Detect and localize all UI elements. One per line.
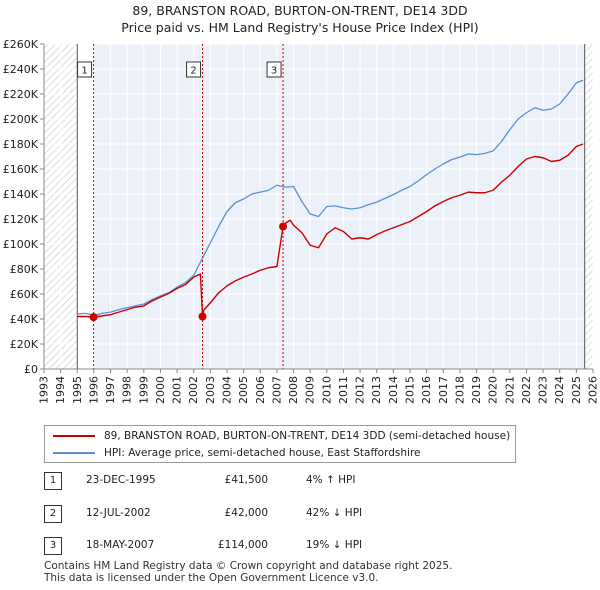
x-tick-label: 1998 [121, 376, 134, 404]
x-tick-label: 1993 [38, 376, 51, 404]
x-tick-label: 2022 [520, 376, 533, 404]
sale-point [279, 222, 288, 231]
sale-point [89, 313, 98, 322]
sale-marker-box [77, 61, 93, 78]
x-tick-label: 2024 [553, 376, 566, 404]
x-tick-label: 2000 [154, 376, 167, 404]
x-tick-label: 2018 [453, 376, 466, 404]
x-tick-label: 2008 [287, 376, 300, 404]
legend-label-hpi: HPI: Average price, semi-detached house,… [104, 447, 421, 459]
y-tick-label: £100K [3, 238, 39, 251]
sale-hpi-diff: 4% ↑ HPI [306, 474, 356, 486]
x-tick-label: 2011 [337, 376, 350, 404]
sale-marker-label: 2 [190, 66, 196, 77]
y-tick-label: £80K [10, 263, 39, 276]
y-tick-label: £200K [3, 113, 39, 126]
sale-marker: 3 [44, 537, 62, 555]
x-tick-label: 2001 [171, 376, 184, 404]
sale-hpi-diff: 42% ↓ HPI [306, 507, 363, 519]
x-tick-label: 2004 [221, 376, 234, 404]
sale-date: 12-JUL-2002 [86, 507, 151, 519]
x-tick-label: 2012 [354, 376, 367, 404]
sale-marker: 1 [44, 472, 62, 490]
x-tick-label: 2009 [304, 376, 317, 404]
footer-copyright: Contains HM Land Registry data © Crown c… [44, 560, 453, 572]
property-price-line [77, 143, 584, 318]
price-chart: 1 2 3 £0 £20K £40K £60K £80K £100K £120K £140K £16… [3, 38, 600, 404]
x-tick-label: 2007 [270, 376, 283, 404]
x-tick-label: 2005 [237, 376, 250, 404]
y-tick-label: £180K [3, 138, 39, 151]
sale-date: 23-DEC-1995 [86, 474, 156, 486]
x-tick-label: 2016 [420, 376, 433, 404]
legend-item-property: 89, BRANSTON ROAD, BURTON-ON-TRENT, DE14… [45, 428, 510, 444]
y-tick-label: £160K [3, 163, 39, 176]
x-tick-label: 1999 [137, 376, 150, 404]
sale-point [198, 312, 207, 321]
x-tick-label: 2006 [254, 376, 267, 404]
legend-label-property: 89, BRANSTON ROAD, BURTON-ON-TRENT, DE14… [104, 430, 511, 442]
sale-marker-box [266, 61, 282, 78]
chart-title-line1: 89, BRANSTON ROAD, BURTON-ON-TRENT, DE14… [132, 3, 468, 18]
x-tick-label: 2013 [370, 376, 383, 404]
legend-item-hpi: HPI: Average price, semi-detached house,… [45, 445, 421, 461]
x-tick-label: 2003 [204, 376, 217, 404]
y-tick-label: £220K [3, 88, 39, 101]
sale-row: 3 18-MAY-2007 £114,000 19% ↓ HPI [44, 537, 404, 557]
sale-row: 1 23-DEC-1995 £41,500 4% ↑ HPI [44, 472, 404, 492]
footer-licence: This data is licensed under the Open Gov… [44, 571, 379, 584]
legend-swatch-property [53, 435, 95, 437]
x-tick-label: 2002 [187, 376, 200, 404]
chart-title-line2: Price paid vs. HM Land Registry's House … [121, 20, 479, 35]
y-tick-label: £60K [10, 288, 39, 301]
legend-swatch-hpi [53, 452, 95, 454]
y-tick-label: £0 [24, 363, 38, 376]
legend: 89, BRANSTON ROAD, BURTON-ON-TRENT, DE14… [44, 425, 516, 463]
x-tick-label: 1994 [54, 376, 67, 404]
x-tick-label: 2025 [570, 376, 583, 404]
y-tick-label: £260K [3, 38, 39, 51]
sale-date: 18-MAY-2007 [86, 539, 155, 551]
x-tick-label: 2021 [503, 376, 516, 404]
y-tick-label: £40K [10, 313, 39, 326]
sale-marker: 2 [44, 505, 62, 523]
y-tick-label: £140K [3, 188, 39, 201]
x-tick-label: 2019 [470, 376, 483, 404]
x-tick-label: 2020 [487, 376, 500, 404]
x-tick-label: 1997 [104, 376, 117, 404]
x-tick-label: 2026 [587, 376, 600, 404]
sale-marker-label: 1 [81, 66, 87, 77]
sale-price: £41,500 [224, 474, 268, 486]
y-tick-label: £120K [3, 213, 39, 226]
x-tick-label: 2015 [404, 376, 417, 404]
sale-marker-box [186, 61, 202, 78]
sale-marker-label: 3 [271, 66, 277, 77]
x-tick-label: 1995 [71, 376, 84, 404]
sale-row: 2 12-JUL-2002 £42,000 42% ↓ HPI [44, 505, 404, 525]
ownership-band [202, 44, 284, 369]
x-tick-label: 2023 [537, 376, 550, 404]
hatch-after-data [584, 44, 593, 369]
x-tick-label: 1996 [87, 376, 100, 404]
hpi-line [77, 79, 584, 316]
ownership-band [93, 44, 203, 369]
x-tick-label: 2017 [437, 376, 450, 404]
footer: Contains HM Land Registry data © Crown c… [44, 560, 453, 584]
sale-hpi-diff: 19% ↓ HPI [306, 539, 363, 551]
y-tick-label: £20K [10, 338, 39, 351]
x-tick-label: 2014 [387, 376, 400, 404]
sale-price: £42,000 [224, 507, 268, 519]
x-tick-label: 2010 [320, 376, 333, 404]
y-tick-label: £240K [3, 63, 39, 76]
chart-title: 89, BRANSTON ROAD, BURTON-ON-TRENT, DE14… [0, 2, 600, 36]
sale-price: £114,000 [217, 539, 268, 551]
